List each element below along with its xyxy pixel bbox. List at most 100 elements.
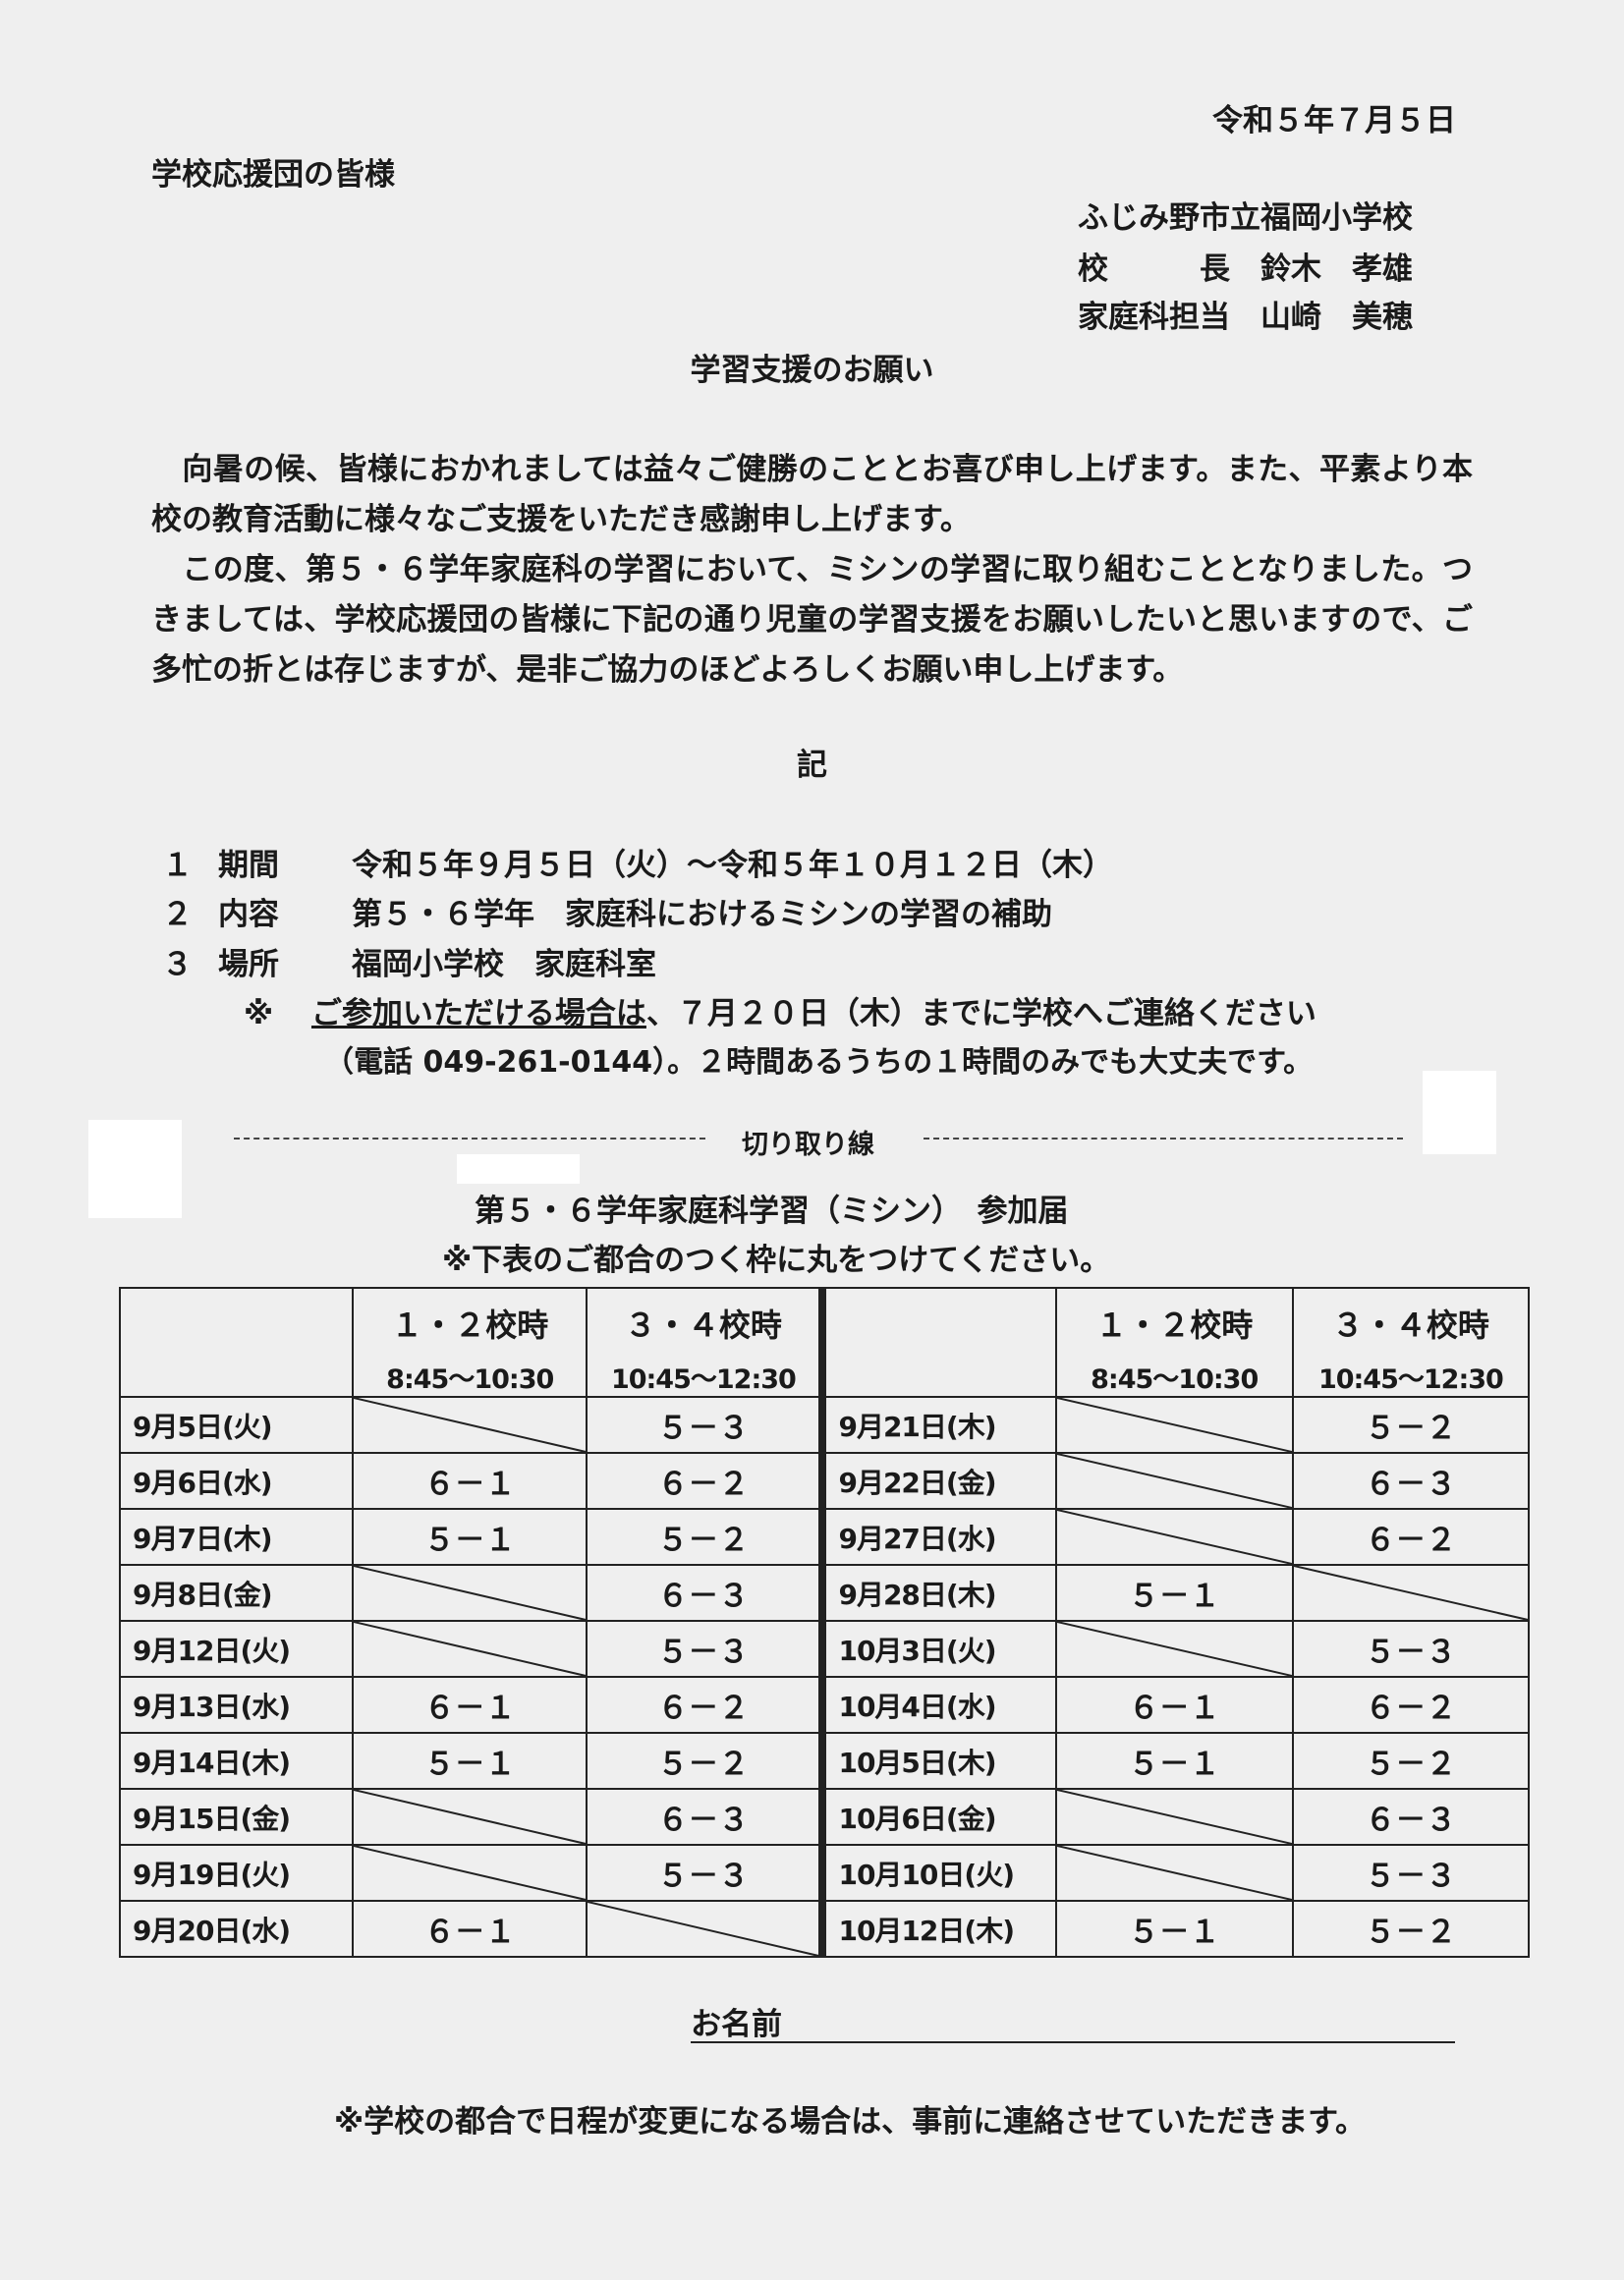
header-period-3-4: ３・４校時 10:45～12:30 <box>1291 1287 1531 1398</box>
document-title: 学習支援のお願い <box>690 353 934 388</box>
slot-cell-period-3-4[interactable]: ５－３ <box>586 1620 824 1678</box>
note-line-1: ※ ご参加いただける場合は、７月２０日（木）までに学校へご連絡ください <box>244 999 1316 1029</box>
slot-cell-period-1-2 <box>1054 1508 1294 1566</box>
date-cell: 9月28日(木) <box>818 1564 1057 1622</box>
sender-teacher: 家庭科担当 山崎 美穂 <box>1078 300 1413 335</box>
table-row: 9月14日(木) ５－１ ５－２ 10月5日(木) ５－１ ５－２ <box>118 1732 1531 1790</box>
slot-cell-period-3-4[interactable]: ５－２ <box>1291 1732 1531 1790</box>
date-cell: 9月13日(水) <box>118 1676 355 1734</box>
cut-line-right <box>924 1138 1403 1140</box>
date-cell: 9月27日(水) <box>818 1508 1057 1566</box>
slot-cell-period-1-2[interactable]: ６－１ <box>352 1676 588 1734</box>
date-cell: 10月6日(金) <box>818 1788 1057 1846</box>
name-label: お名前 <box>691 2007 782 2042</box>
item-3-value: 福岡小学校 家庭科室 <box>352 947 656 982</box>
table-row: 9月6日(水) ６－１ ６－２ 9月22日(金) ６－３ <box>118 1452 1531 1510</box>
date-cell: 10月10日(火) <box>818 1844 1057 1902</box>
header-period-1-2: １・２校時 8:45～10:30 <box>352 1287 588 1398</box>
date-cell: 9月21日(木) <box>818 1396 1057 1454</box>
slot-cell-period-3-4[interactable]: ６－３ <box>586 1564 824 1622</box>
unavailable-slash <box>1057 1510 1292 1564</box>
date-cell: 9月6日(水) <box>118 1452 355 1510</box>
sender-principal: 校 長 鈴木 孝雄 <box>1078 251 1413 287</box>
slot-cell-period-3-4[interactable]: ５－２ <box>1291 1396 1531 1454</box>
redaction-patch <box>457 1154 580 1184</box>
date-cell: 9月8日(金) <box>118 1564 355 1622</box>
slot-cell-period-3-4[interactable]: ５－３ <box>1291 1620 1531 1678</box>
table-row: 9月5日(火) ５－３ 9月21日(木) ５－２ <box>118 1396 1531 1454</box>
slot-cell-period-3-4[interactable]: ６－２ <box>586 1676 824 1734</box>
slot-cell-period-1-2 <box>352 1564 588 1622</box>
date-cell: 9月14日(木) <box>118 1732 355 1790</box>
item-1-value: 令和５年９月５日（火）～令和５年１０月１２日（木） <box>352 848 1113 883</box>
slot-cell-period-1-2[interactable]: ５－１ <box>1054 1564 1294 1622</box>
slot-cell-period-1-2[interactable]: ５－１ <box>1054 1900 1294 1958</box>
date-cell: 10月12日(木) <box>818 1900 1057 1958</box>
cut-line-left <box>234 1138 705 1140</box>
table-row: 9月19日(火) ５－３ 10月10日(火) ５－３ <box>118 1844 1531 1902</box>
slot-cell-period-1-2[interactable]: ６－１ <box>352 1452 588 1510</box>
sender-school: ふじみ野市立福岡小学校 <box>1078 200 1413 236</box>
slot-cell-period-1-2[interactable]: ５－１ <box>352 1732 588 1790</box>
slot-cell-period-1-2 <box>1054 1788 1294 1846</box>
slot-cell-period-1-2 <box>1054 1396 1294 1454</box>
cut-line-label: 切り取り線 <box>742 1130 874 1160</box>
unavailable-slash <box>354 1846 586 1900</box>
name-input-line[interactable] <box>691 2041 1455 2043</box>
unavailable-slash <box>1294 1566 1528 1620</box>
date-cell: 9月20日(水) <box>118 1900 355 1958</box>
header-period-3-4: ３・４校時 10:45～12:30 <box>586 1287 824 1398</box>
date-cell: 9月15日(金) <box>118 1788 355 1846</box>
table-row: 9月13日(水) ６－１ ６－２ 10月4日(水) ６－１ ６－２ <box>118 1676 1531 1734</box>
slot-cell-period-1-2 <box>352 1844 588 1902</box>
item-2-value: 第５・６学年 家庭科におけるミシンの学習の補助 <box>352 897 1052 932</box>
item-2-number: ２ <box>162 897 193 932</box>
form-instruction: ※下表のご都合のつく枠に丸をつけてください。 <box>442 1243 1111 1278</box>
slot-cell-period-1-2 <box>1054 1452 1294 1510</box>
header-empty-cell <box>118 1287 355 1398</box>
table-row: 9月15日(金) ６－３ 10月6日(金) ６－３ <box>118 1788 1531 1846</box>
slot-cell-period-1-2[interactable]: ５－１ <box>352 1508 588 1566</box>
item-3-label: 場所 <box>218 947 279 982</box>
unavailable-slash <box>354 1566 586 1620</box>
item-3-number: ３ <box>162 947 193 982</box>
slot-cell-period-1-2 <box>352 1620 588 1678</box>
slot-cell-period-3-4[interactable]: ６－３ <box>1291 1788 1531 1846</box>
note-line-2: （電話 049-261-0144）。２時間あるうちの１時間のみでも大丈夫です。 <box>324 1045 1314 1080</box>
document-date: 令和５年７月５日 <box>1212 103 1456 139</box>
slot-cell-period-3-4[interactable]: ５－３ <box>1291 1844 1531 1902</box>
slot-cell-period-3-4[interactable]: ６－２ <box>1291 1508 1531 1566</box>
item-2-label: 内容 <box>218 897 279 932</box>
unavailable-slash <box>354 1790 586 1844</box>
redaction-patch <box>88 1120 182 1218</box>
slot-cell-period-3-4[interactable]: ５－２ <box>586 1732 824 1790</box>
unavailable-slash <box>1057 1846 1292 1900</box>
slot-cell-period-1-2[interactable]: ６－１ <box>352 1900 588 1958</box>
unavailable-slash <box>588 1902 818 1956</box>
date-cell: 9月7日(木) <box>118 1508 355 1566</box>
slot-cell-period-1-2[interactable]: ５－１ <box>1054 1732 1294 1790</box>
ki-heading: 記 <box>797 748 827 783</box>
redaction-patch <box>1423 1071 1496 1154</box>
slot-cell-period-3-4[interactable]: ５－２ <box>1291 1900 1531 1958</box>
header-period-1-2: １・２校時 8:45～10:30 <box>1054 1287 1294 1398</box>
table-row: 9月8日(金) ６－３ 9月28日(木) ５－１ <box>118 1564 1531 1622</box>
item-1-label: 期間 <box>218 848 279 883</box>
table-row: 9月12日(火) ５－３ 10月3日(火) ５－３ <box>118 1620 1531 1678</box>
footer-note: ※学校の都合で日程が変更になる場合は、事前に連絡させていただきます。 <box>334 2104 1367 2140</box>
date-cell: 10月5日(木) <box>818 1732 1057 1790</box>
slot-cell-period-3-4[interactable]: ５－３ <box>586 1844 824 1902</box>
slot-cell-period-3-4[interactable]: ５－２ <box>586 1508 824 1566</box>
slot-cell-period-3-4[interactable]: ６－３ <box>1291 1452 1531 1510</box>
slot-cell-period-1-2[interactable]: ６－１ <box>1054 1676 1294 1734</box>
slot-cell-period-3-4[interactable]: ６－３ <box>586 1788 824 1846</box>
table-row: 9月7日(木) ５－１ ５－２ 9月27日(水) ６－２ <box>118 1508 1531 1566</box>
slot-cell-period-3-4[interactable]: ６－２ <box>586 1452 824 1510</box>
header-empty-cell <box>818 1287 1057 1398</box>
unavailable-slash <box>1057 1398 1292 1452</box>
item-1-number: １ <box>162 848 193 883</box>
slot-cell-period-3-4[interactable]: ５－３ <box>586 1396 824 1454</box>
slot-cell-period-1-2 <box>352 1396 588 1454</box>
note-underlined: ご参加いただける場合は <box>310 996 646 1031</box>
slot-cell-period-3-4[interactable]: ６－２ <box>1291 1676 1531 1734</box>
